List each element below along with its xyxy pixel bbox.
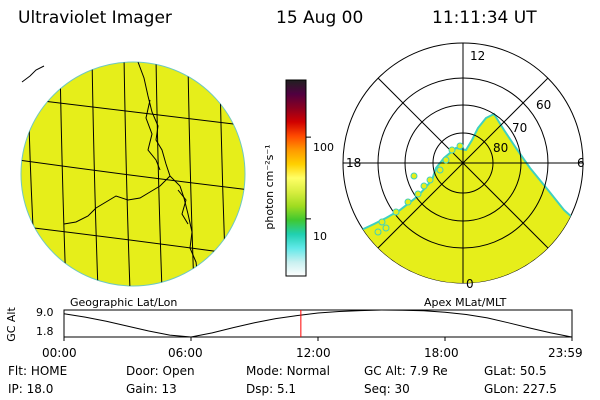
status-field: Flt: HOME (8, 364, 67, 378)
date-label: 15 Aug 00 (276, 8, 364, 28)
status-field: Dsp: 5.1 (246, 382, 296, 396)
colorbar-rect (285, 79, 307, 277)
status-field-value: 227.5 (522, 382, 557, 396)
mlt-label-12: 12 (470, 49, 486, 63)
polar-image (342, 42, 584, 284)
mlt-label-6: 6 (577, 156, 585, 170)
status-field-label: GC Alt: (364, 364, 410, 378)
coastline (29, 62, 199, 279)
coastline-fragment (21, 65, 45, 83)
mlt-line-diagonal (377, 77, 549, 249)
y-tick-label: 1.8 (36, 325, 54, 338)
status-field: GLon: 227.5 (484, 382, 557, 396)
colorbar-tick-10: 10 (313, 230, 327, 243)
status-field-label: Flt: (8, 364, 31, 378)
lat-label-70: 70 (512, 121, 528, 135)
status-field: IP: 18.0 (8, 382, 53, 396)
colorbar-tick-100: 100 (313, 141, 334, 154)
aurora-speckle (426, 176, 434, 184)
x-tick-label: 23:59 (548, 346, 583, 360)
time-label: 11:11:34 UT (432, 8, 537, 28)
status-field: Mode: Normal (246, 364, 330, 378)
colorbar (285, 79, 307, 277)
aurora-speckle (436, 166, 444, 174)
mlt-label-0: 0 (466, 277, 474, 291)
status-field-label: Mode: (246, 364, 287, 378)
chart-frame (63, 309, 573, 338)
status-field: GLat: 50.5 (484, 364, 547, 378)
x-tick-label: 06:00 (168, 346, 203, 360)
status-field-value: HOME (30, 364, 68, 378)
earth-disk (20, 61, 246, 287)
status-field-label: Gain: (126, 382, 162, 396)
aurora-speckle (420, 182, 428, 190)
altitude-series-line (63, 309, 572, 338)
right-panel-label: Apex MLat/MLT (424, 296, 507, 309)
status-field: Gain: 13 (126, 382, 177, 396)
aurora-speckle (404, 198, 412, 206)
aurora-speckle (382, 224, 390, 232)
status-field-label: IP: (8, 382, 27, 396)
left-panel-label: Geographic Lat/Lon (70, 296, 178, 309)
status-field: Seq: 30 (364, 382, 410, 396)
colorbar-unit-label: photon cm⁻²s⁻¹ (263, 144, 276, 230)
status-field-value: 50.5 (519, 364, 547, 378)
x-tick-label: 12:00 (296, 346, 331, 360)
altitude-chart (63, 309, 573, 341)
status-field-label: Dsp: (246, 382, 277, 396)
lat-label-60: 60 (536, 98, 552, 112)
aurora-speckle (378, 218, 386, 226)
x-tick-label: 00:00 (42, 346, 77, 360)
status-field-label: Seq: (364, 382, 395, 396)
y-axis-label: GC Alt (4, 307, 18, 342)
status-field: Door: Open (126, 364, 195, 378)
parallel-line (21, 159, 245, 191)
status-field: GC Alt: 7.9 Re (364, 364, 448, 378)
meridian-line (91, 62, 99, 286)
status-field-value: 18.0 (26, 382, 54, 396)
status-field-label: GLat: (484, 364, 520, 378)
status-field-label: GLon: (484, 382, 523, 396)
aurora-speckle (448, 146, 456, 154)
y-tick-label: 9.0 (36, 306, 54, 319)
x-tick-label: 18:00 (424, 346, 459, 360)
status-field-value: Normal (286, 364, 330, 378)
aurora-speckle (442, 156, 450, 164)
mlt-label-18: 18 (346, 156, 362, 170)
lat-label-80: 80 (493, 141, 509, 155)
meridian-line (59, 62, 67, 286)
meridian-line (155, 62, 163, 286)
aurora-speckle (410, 172, 418, 180)
status-field-value: 5.1 (276, 382, 297, 396)
geographic-image (20, 61, 246, 287)
status-field-value: 30 (394, 382, 410, 396)
status-field-value: 13 (161, 382, 177, 396)
aurora-speckle (392, 208, 400, 216)
status-field-label: Door: (126, 364, 163, 378)
status-field-value: 7.9 Re (409, 364, 448, 378)
aurora-speckle (456, 142, 464, 150)
image-panels-svg (20, 42, 584, 287)
polar-grid (343, 43, 583, 283)
meridian-line (187, 63, 195, 286)
instrument-title: Ultraviolet Imager (18, 8, 172, 28)
meridian-line (123, 62, 131, 286)
aurora-speckle (414, 190, 422, 198)
aurora-speckle (374, 228, 382, 236)
status-field-value: Open (162, 364, 195, 378)
